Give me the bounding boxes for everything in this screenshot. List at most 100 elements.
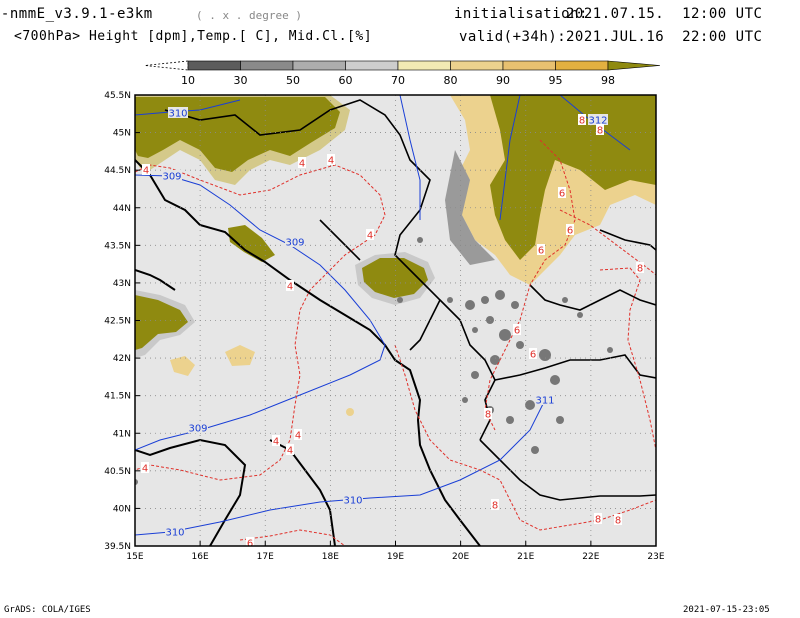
colorbar-tick-label: 50 xyxy=(286,74,300,87)
temp-contour-label: 4 xyxy=(273,437,279,448)
temp-contour-label: 6 xyxy=(530,350,536,361)
lon-label: 17E xyxy=(257,552,274,562)
cloud-patch-gargano-2 xyxy=(170,356,195,376)
temp-label-bg xyxy=(141,462,149,473)
scattered-cells xyxy=(135,237,613,485)
colorbar-tick-label: 60 xyxy=(339,74,353,87)
height-contour-label: 311 xyxy=(535,396,554,407)
units-note: ( . x . degree ) xyxy=(196,9,302,22)
footer-right: 2021-07-15-23:05 xyxy=(683,605,770,615)
lat-label: 40.5N xyxy=(104,467,131,477)
axis-ticks: 15E 16E 17E 18E 19E 20E 21E 22E 23E 45.5N 45N 44.5N… xyxy=(104,91,665,562)
temp-label-bg xyxy=(484,408,492,419)
height-contours xyxy=(135,95,631,536)
temp-contour-label: 8 xyxy=(492,501,498,512)
temp-label-bg xyxy=(298,157,306,168)
height-label-bg xyxy=(343,494,363,505)
height-contour-label: 310 xyxy=(343,496,362,507)
temp-label-bg xyxy=(578,114,586,125)
height-label-bg xyxy=(588,114,608,125)
temp-contour-label: 6 xyxy=(559,189,565,200)
colorbar-tick-label: 90 xyxy=(496,74,510,87)
valid-value: 2021.JUL.16 22:00 UTC xyxy=(566,29,763,45)
colorbar-tick-label: 30 xyxy=(234,74,248,87)
temp-label-bg xyxy=(491,499,499,510)
temp-label-bg xyxy=(529,348,537,359)
colorbar-tick-label: 95 xyxy=(549,74,563,87)
height-label-bg xyxy=(285,236,305,247)
lat-label: 43N xyxy=(113,279,131,289)
cloud-patch-adriatic-core xyxy=(362,258,428,298)
temp-contour-label: 4 xyxy=(287,282,293,293)
cloud-patch-ne-grey xyxy=(445,150,495,265)
temp-contour-label: 4 xyxy=(367,231,373,242)
lon-label: 23E xyxy=(647,552,664,562)
footer-left: GrADS: COLA/IGES xyxy=(4,605,91,615)
lat-label: 44.5N xyxy=(104,166,131,176)
init-label: initialisation: xyxy=(454,6,588,22)
lon-label: 18E xyxy=(322,552,339,562)
height-contour-label: 310 xyxy=(165,528,184,539)
temp-label-bg xyxy=(636,262,644,273)
temp-contour-label: 4 xyxy=(287,446,293,457)
lat-label: 42N xyxy=(113,354,131,364)
variables-label: <700hPa> Height [dpm],Temp.[ C], Mid.Cl.… xyxy=(14,29,373,44)
temp-label-bg xyxy=(272,435,280,446)
temp-contour-label: 4 xyxy=(328,156,334,167)
height-contour-label: 312 xyxy=(588,116,607,127)
temp-contour-label: 8 xyxy=(597,126,603,137)
temp-label-bg xyxy=(142,164,150,175)
colorbar-upper-arrow xyxy=(607,60,661,71)
temp-label-bg xyxy=(286,280,294,291)
temp-contour-label: 8 xyxy=(595,515,601,526)
temp-label-bg xyxy=(294,429,302,440)
cloud-patch-split xyxy=(228,225,275,262)
height-contour-label: 309 xyxy=(285,238,304,249)
lat-label: 41.5N xyxy=(104,392,131,402)
height-label-bg xyxy=(162,170,182,181)
temp-contour-label: 8 xyxy=(485,410,491,421)
lon-label: 16E xyxy=(192,552,209,562)
temp-label-bg xyxy=(366,229,374,240)
colorbar-tick-label: 10 xyxy=(181,74,195,87)
height-label-bg xyxy=(165,526,185,537)
height-label-bg xyxy=(188,422,208,433)
temp-contour-label: 6 xyxy=(567,226,573,237)
init-value: 2021.07.15. 12:00 UTC xyxy=(566,6,763,22)
height-contour-label: 310 xyxy=(168,109,187,120)
temp-contour-label: 8 xyxy=(637,264,643,275)
lon-label: 19E xyxy=(387,552,404,562)
lat-label: 42.5N xyxy=(104,317,131,327)
colorbar-tick-label: 70 xyxy=(391,74,405,87)
temp-label-bg xyxy=(566,224,574,235)
temp-contour-label: 6 xyxy=(514,326,520,337)
lat-label: 44N xyxy=(113,204,131,214)
lat-label: 43.5N xyxy=(104,241,131,251)
temp-label-bg xyxy=(594,513,602,524)
colorbar-tick-label: 80 xyxy=(444,74,458,87)
lat-label: 39.5N xyxy=(104,542,131,552)
temp-label-bg xyxy=(537,244,545,255)
model-title: F-nmmE_v3.9.1-e3km xyxy=(0,6,153,22)
height-contour-label: 309 xyxy=(162,172,181,183)
valid-label: valid(+34h): xyxy=(459,29,567,45)
height-label-bg xyxy=(168,107,188,118)
temp-contour-label: 4 xyxy=(299,159,305,170)
lon-label: 15E xyxy=(126,552,143,562)
temp-contour-label: 4 xyxy=(295,431,301,442)
temp-label-bg xyxy=(614,514,622,525)
temp-contour-label: 6 xyxy=(538,246,544,257)
temp-contour-label: 6 xyxy=(247,539,253,550)
lat-label: 45.5N xyxy=(104,91,131,101)
graticule xyxy=(135,95,656,546)
cloud-patch-gargano xyxy=(225,345,255,366)
lat-label: 40N xyxy=(113,504,131,514)
temp-label-bg xyxy=(596,124,604,135)
temp-contour-label: 8 xyxy=(615,516,621,527)
cloud-patch-ne-core xyxy=(490,95,656,260)
temp-contour-label: 4 xyxy=(142,464,148,475)
cloud-patch-italy-core xyxy=(135,295,188,350)
lon-label: 22E xyxy=(582,552,599,562)
temp-label-bg xyxy=(286,444,294,455)
